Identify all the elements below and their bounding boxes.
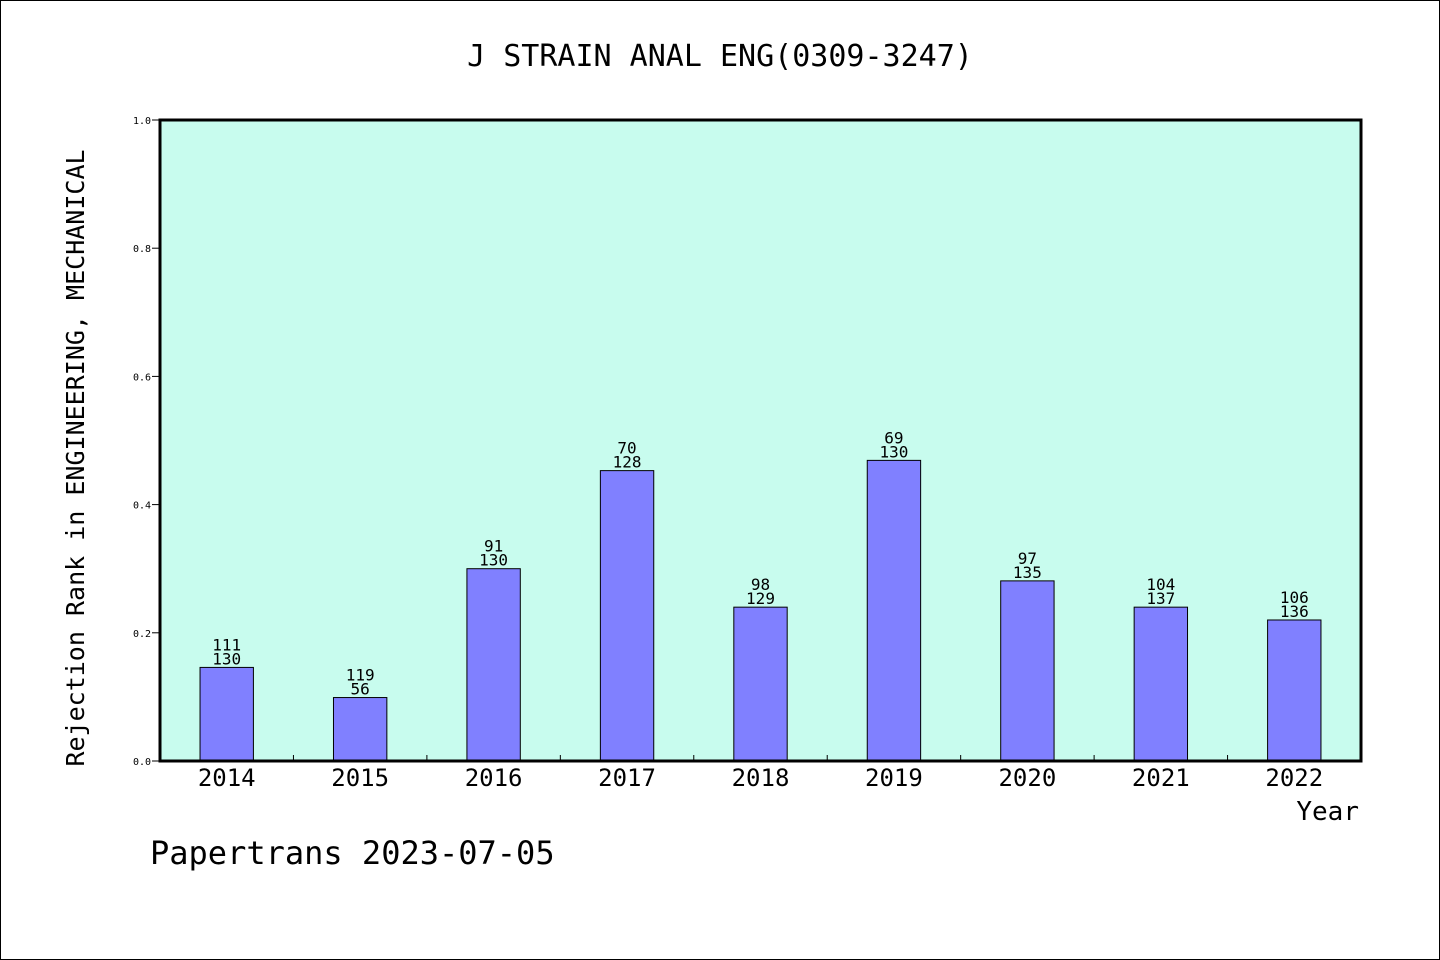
bar-2021 <box>1133 606 1189 762</box>
data-label-total-2021: 137 <box>1146 589 1175 608</box>
x-tick-label-2022: 2022 <box>1265 764 1323 792</box>
bar-2015 <box>332 697 388 762</box>
bar-2016 <box>466 568 521 762</box>
data-label-rank-2017: 70 <box>617 439 636 458</box>
y-tick-label-0.8: 0.8 <box>133 244 151 255</box>
data-label-total-2019: 130 <box>879 442 908 461</box>
x-tick-label-2020: 2020 <box>998 764 1056 792</box>
x-axis: 2014 2015 2016 2017 2018 2019 2020 2021 2022 <box>198 755 1323 792</box>
y-tick-label-0.4: 0.4 <box>133 501 151 512</box>
footer-credit: Papertrans 2023-07-05 <box>150 834 555 872</box>
y-tick-label-1.0: 1.0 <box>133 116 151 127</box>
data-label-total-2016: 130 <box>479 551 508 570</box>
bar-2017 <box>599 470 655 762</box>
y-tick-label-0.2: 0.2 <box>133 629 151 640</box>
data-label-total-2020: 135 <box>1013 563 1042 582</box>
data-label-total-2015: 56 <box>351 680 370 699</box>
data-label-total-2014: 130 <box>212 649 241 668</box>
bars-group <box>199 459 1322 762</box>
data-label-total-2018: 129 <box>746 589 775 608</box>
data-label-rank-2021: 104 <box>1146 575 1175 594</box>
x-tick-label-2019: 2019 <box>865 764 923 792</box>
data-label-total-2017: 128 <box>613 453 642 472</box>
data-label-rank-2020: 97 <box>1018 549 1037 568</box>
data-label-rank-2019: 69 <box>884 428 903 447</box>
x-axis-label: Year <box>1296 797 1359 827</box>
bar-2014 <box>199 666 254 762</box>
plot-border <box>158 118 1363 763</box>
x-tick-label-2017: 2017 <box>598 764 656 792</box>
data-label-rank-2016: 91 <box>484 537 503 556</box>
x-tick-label-2014: 2014 <box>198 764 256 792</box>
bar-2019 <box>866 459 922 762</box>
bar-2022 <box>1267 619 1322 762</box>
y-axis: 0.0 0.2 0.4 0.6 0.8 1.0 <box>133 116 160 768</box>
bar-2020 <box>1000 580 1055 762</box>
data-labels-group: 1111301195691130701289812969130971351041… <box>212 428 1308 698</box>
x-tick-label-2021: 2021 <box>1132 764 1190 792</box>
data-label-total-2022: 136 <box>1280 602 1309 621</box>
bar-2018 <box>733 606 788 762</box>
y-axis-label: Rejection Rank in ENGINEERING, MECHANICA… <box>61 149 90 766</box>
y-tick-label-0.6: 0.6 <box>133 372 151 383</box>
x-tick-label-2016: 2016 <box>465 764 523 792</box>
chart-title: J STRAIN ANAL ENG(0309-3247) <box>467 39 973 74</box>
x-tick-label-2018: 2018 <box>732 764 790 792</box>
data-label-rank-2022: 106 <box>1280 588 1309 607</box>
x-tick-label-2015: 2015 <box>331 764 389 792</box>
data-label-rank-2014: 111 <box>212 635 241 654</box>
data-label-rank-2018: 98 <box>751 575 770 594</box>
data-label-rank-2015: 119 <box>346 666 375 685</box>
y-tick-label-0.0: 0.0 <box>133 757 151 768</box>
